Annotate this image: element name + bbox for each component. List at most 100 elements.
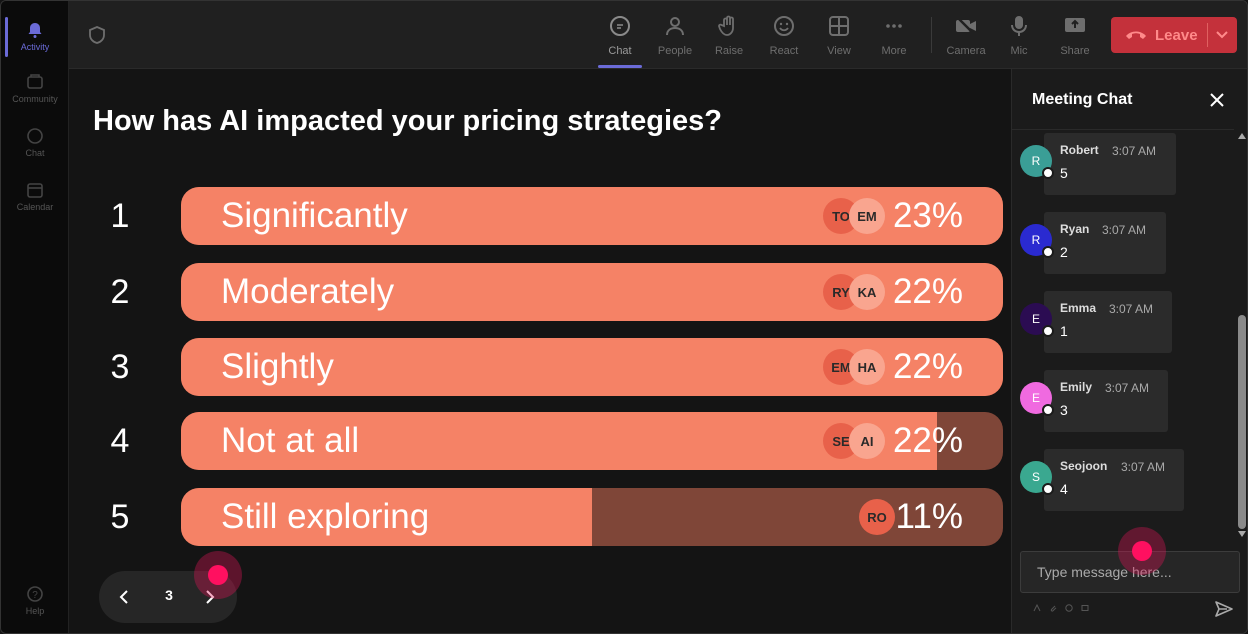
avatar: S: [1020, 461, 1054, 495]
option-label: Moderately: [221, 272, 395, 311]
phone-hangup-icon: [1125, 29, 1147, 41]
leave-button[interactable]: Leave: [1111, 17, 1237, 53]
people-label: People: [657, 45, 693, 57]
view-button[interactable]: View: [813, 9, 865, 63]
page-number: 3: [165, 587, 173, 603]
camera-button[interactable]: Camera: [940, 9, 992, 63]
chevron-right-icon[interactable]: [199, 587, 219, 607]
voter-avatar: KA: [849, 274, 885, 310]
rail-label: Help: [25, 606, 45, 616]
chat-message-list: Robert 3:07 AM 5 R Ryan 3:07 AM 2 R: [1012, 129, 1234, 543]
view-label: View: [827, 45, 851, 57]
avatar-initial: E: [1031, 312, 1040, 326]
option-number: 1: [110, 197, 130, 235]
option-number: 5: [110, 498, 130, 536]
avatar: E: [1020, 382, 1054, 416]
svg-text:?: ?: [32, 590, 38, 601]
hand-icon: [716, 13, 742, 39]
avatar-initial: E: [1031, 391, 1040, 405]
rail-item-help[interactable]: ? Help: [1, 575, 69, 625]
voter-avatar: EM: [849, 198, 885, 234]
message-time: 3:07 AM: [1121, 460, 1166, 474]
scroll-down-icon[interactable]: [1238, 531, 1246, 537]
share-button[interactable]: Share: [1049, 9, 1101, 63]
format-icon[interactable]: [1032, 603, 1042, 613]
option-bar: Not at all SE AI 22%: [181, 412, 1003, 470]
more-button[interactable]: More: [868, 9, 920, 63]
status-icon: [1042, 483, 1054, 495]
message-time: 3:07 AM: [1112, 144, 1157, 158]
rail-item-chat[interactable]: Chat: [1, 117, 69, 167]
camera-label: Camera: [946, 45, 986, 57]
community-icon: [25, 72, 45, 92]
message-time: 3:07 AM: [1102, 223, 1147, 237]
avatar-initial: R: [1031, 154, 1041, 168]
rail-label: Community: [12, 94, 58, 104]
rail-label: Activity: [20, 42, 50, 52]
more-label: More: [881, 45, 907, 57]
react-button[interactable]: React: [758, 9, 810, 63]
toolbar-divider: [931, 17, 932, 53]
raise-label: Raise: [714, 45, 744, 57]
meeting-chat-panel: Meeting Chat Robert 3:07 AM 5 R Ryan 3:: [1011, 69, 1247, 633]
close-icon[interactable]: [1208, 91, 1226, 109]
option-bar: Moderately RY KA 22%: [181, 263, 1003, 321]
poll-option: 5 Still exploring RO 11%: [69, 488, 1011, 546]
poll-stage: How has AI impacted your pricing strateg…: [69, 69, 1011, 633]
rail-label: Calendar: [16, 202, 54, 212]
gif-icon[interactable]: [1080, 603, 1090, 613]
mic-button[interactable]: Mic: [993, 9, 1045, 63]
message-bubble: Robert 3:07 AM 5: [1044, 133, 1176, 195]
more-icon: [881, 13, 907, 39]
rail-item-community[interactable]: Community: [1, 63, 69, 113]
voter-avatar: RO: [859, 499, 895, 535]
option-number: 4: [110, 422, 130, 460]
chat-message-input[interactable]: [1020, 551, 1240, 593]
chat-scrollbar[interactable]: [1234, 129, 1247, 543]
scroll-up-icon[interactable]: [1238, 133, 1246, 139]
raise-hand-button[interactable]: Raise: [703, 9, 755, 63]
mic-icon: [1006, 13, 1032, 39]
chat-button[interactable]: Chat: [594, 9, 646, 68]
message-bubble: Seojoon 3:07 AM 4: [1044, 449, 1184, 511]
option-number: 3: [110, 348, 130, 386]
option-bar-fill: [181, 412, 938, 470]
message-time: 3:07 AM: [1109, 302, 1154, 316]
click-indicator: [1118, 527, 1166, 575]
message-text: 2: [1060, 244, 1068, 260]
chat-title: Meeting Chat: [1032, 91, 1133, 108]
leave-divider: [1207, 23, 1208, 47]
help-icon: ?: [25, 584, 45, 604]
poll-option: 1 Significantly TO EM 23%: [69, 187, 1011, 245]
emoji-icon[interactable]: [1064, 603, 1074, 613]
message-text: 1: [1060, 323, 1068, 339]
option-bar-fill: [181, 488, 592, 546]
voter-avatar: AI: [849, 423, 885, 459]
mic-label: Mic: [1010, 45, 1028, 57]
poll-option: 4 Not at all SE AI 22%: [69, 412, 1011, 470]
option-bar: Slightly EM HA 22%: [181, 338, 1003, 396]
send-icon[interactable]: [1214, 599, 1234, 619]
attach-icon[interactable]: [1048, 603, 1058, 613]
people-button[interactable]: People: [649, 9, 701, 63]
message-text: 4: [1060, 481, 1068, 497]
option-label: Significantly: [221, 196, 408, 235]
sender-name: Robert: [1060, 143, 1099, 157]
option-label: Not at all: [221, 421, 360, 460]
rail-item-calendar[interactable]: Calendar: [1, 171, 69, 221]
chevron-left-icon[interactable]: [115, 587, 135, 607]
shield-icon[interactable]: [87, 25, 107, 45]
bell-icon: [25, 20, 45, 40]
option-label: Slightly: [221, 347, 334, 386]
scroll-thumb[interactable]: [1238, 315, 1246, 529]
sender-name: Ryan: [1060, 222, 1090, 236]
rail-item-activity[interactable]: Activity: [1, 11, 69, 61]
option-bar: Still exploring RO 11%: [181, 488, 1003, 546]
chevron-down-icon[interactable]: [1213, 25, 1231, 43]
message-text: 3: [1060, 402, 1068, 418]
leave-label: Leave: [1155, 26, 1198, 44]
option-percent: 23%: [892, 196, 963, 235]
sender-name: Emily: [1060, 380, 1093, 394]
share-screen-icon: [1062, 13, 1088, 39]
